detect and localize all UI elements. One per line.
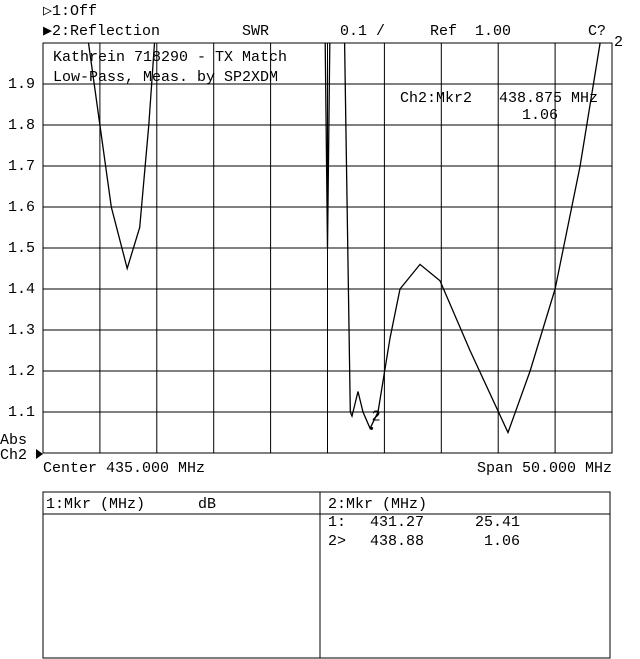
marker-table xyxy=(42,491,611,659)
marker-readout-value: 1.06 xyxy=(522,107,558,124)
table-cell: 431.27 xyxy=(370,514,424,531)
y-tick-label: 1.8 xyxy=(8,117,35,134)
marker-label: 2 xyxy=(372,408,381,425)
span-label: Span 50.000 MHz xyxy=(477,460,612,477)
y-tick-label: 1.9 xyxy=(8,76,35,93)
table-cell: 438.88 xyxy=(370,533,424,550)
y-tick-label: 1.5 xyxy=(8,240,35,257)
y-tick-label: 1.4 xyxy=(8,281,35,298)
y-tick-label: 1.6 xyxy=(8,199,35,216)
table-header: 1:Mkr (MHz) xyxy=(46,496,145,513)
chart-subtitle: Low-Pass, Meas. by SP2XDM xyxy=(53,69,278,86)
reference: Ref 1.00 xyxy=(430,23,511,40)
y-tick-label: 1.7 xyxy=(8,158,35,175)
channel-2: ▶2:Reflection xyxy=(43,23,160,40)
format: SWR xyxy=(242,23,269,40)
center-label: Center 435.000 MHz xyxy=(43,460,205,477)
channel-1: ▷1:Off xyxy=(43,3,97,20)
table-cell: 2> xyxy=(328,533,346,550)
marker xyxy=(370,426,374,430)
abs-label: Abs xyxy=(0,432,27,449)
scale: 0.1 / xyxy=(340,23,385,40)
channel-number: 2 xyxy=(614,34,623,51)
marker-readout: Ch2:Mkr2 438.875 MHz xyxy=(400,90,598,107)
ref-arrow xyxy=(36,449,43,459)
table-header: 2:Mkr (MHz) xyxy=(328,496,427,513)
channel-label: Ch2 xyxy=(0,447,27,464)
table-cell: 1.06 xyxy=(484,533,520,550)
table-unit: dB xyxy=(198,496,216,513)
y-tick-label: 1.2 xyxy=(8,363,35,380)
table-cell: 1: xyxy=(328,514,346,531)
y-tick-label: 1.1 xyxy=(8,404,35,421)
table-cell: 25.41 xyxy=(475,514,520,531)
y-tick-label: 1.3 xyxy=(8,322,35,339)
chart-title: Kathrein 718290 - TX Match xyxy=(53,49,287,66)
cal-status: C? xyxy=(588,23,606,40)
trace xyxy=(87,42,601,435)
